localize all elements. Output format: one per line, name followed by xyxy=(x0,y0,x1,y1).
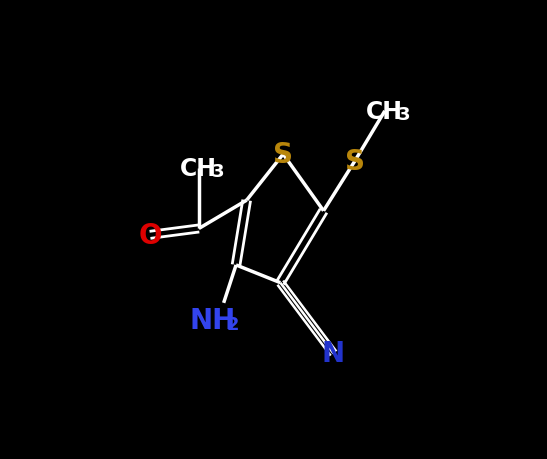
Text: 3: 3 xyxy=(212,163,225,181)
Text: S: S xyxy=(345,148,365,176)
Text: NH: NH xyxy=(190,306,236,334)
Text: CH: CH xyxy=(181,156,217,180)
Text: N: N xyxy=(322,340,345,368)
Text: 3: 3 xyxy=(398,106,411,124)
Text: O: O xyxy=(138,221,162,249)
Text: 2: 2 xyxy=(226,315,239,333)
Text: S: S xyxy=(273,141,293,169)
Text: CH: CH xyxy=(366,100,403,123)
